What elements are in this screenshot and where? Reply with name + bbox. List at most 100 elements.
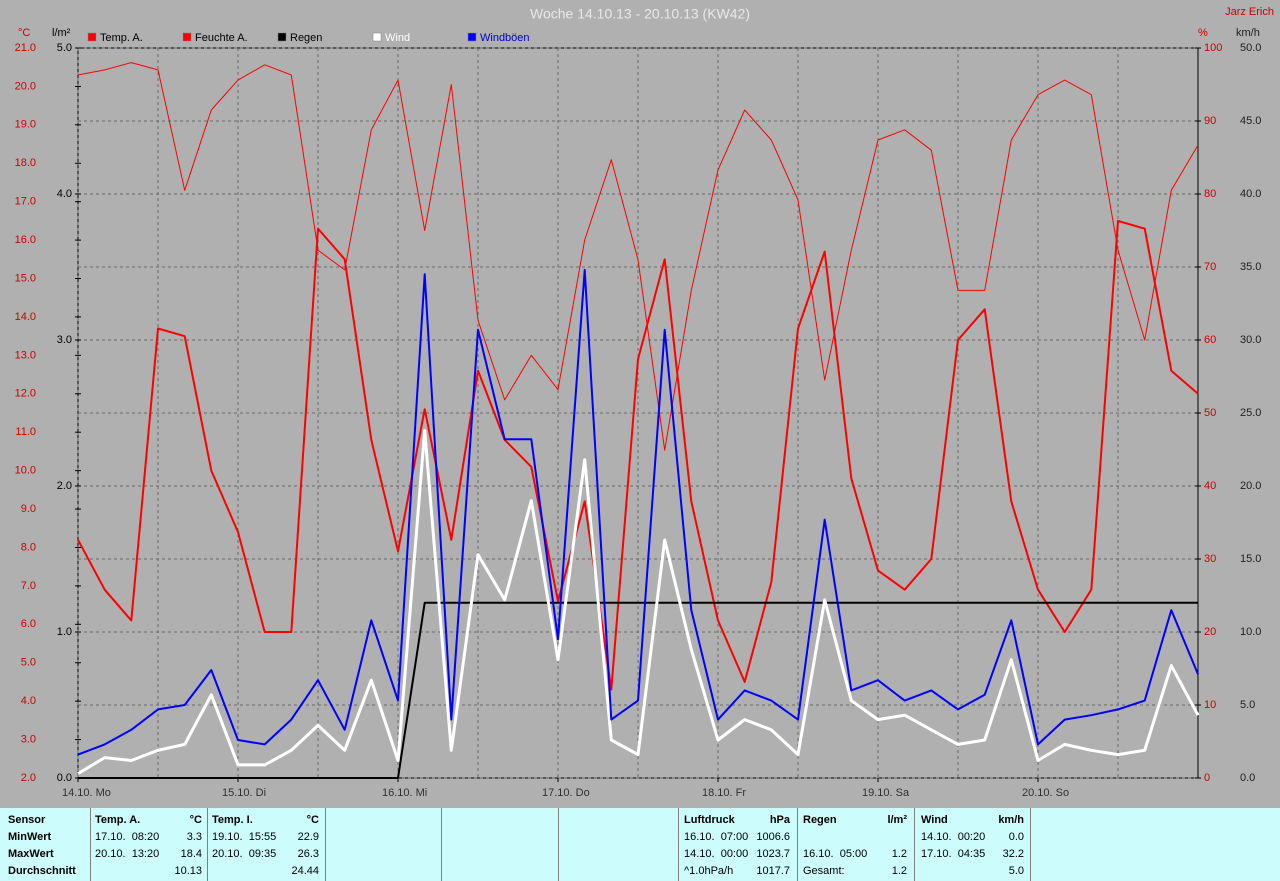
y2-tick-label: 70 [1204, 261, 1216, 273]
stats-table: Sensor MinWert MaxWert Durchschnitt Temp. A.… [0, 808, 1280, 881]
row-label: MaxWert [8, 848, 54, 860]
legend-swatch [182, 32, 192, 42]
y2-tick-label: 40 [1204, 480, 1216, 492]
cell-time: 14.10. 00:20 [921, 831, 986, 843]
legend-swatch [467, 32, 477, 42]
series-line [78, 601, 1198, 779]
x-tick-label: 14.10. Mo [62, 787, 111, 799]
chart-title: Woche 14.10.13 - 20.10.13 (KW42) [530, 6, 750, 22]
column-header: Luftdruck [684, 814, 735, 826]
cell-value: 3.3 [186, 831, 202, 843]
y-tick-label: 7.0 [21, 580, 36, 592]
y3-tick-label: 15.0 [1240, 553, 1261, 565]
y2-tick-label: 60 [1204, 334, 1216, 346]
cell-value: 10.13 [174, 865, 202, 877]
y3-tick-label: 30.0 [1240, 334, 1261, 346]
y-tick-label: 2.0 [21, 772, 36, 784]
y-tick-label: 13.0 [15, 349, 36, 361]
wind-axis-unit: km/h [1236, 27, 1260, 39]
y-tick-label: 6.0 [21, 618, 36, 630]
x-tick-label: 16.10. Mi [382, 787, 427, 799]
cell-time: 14.10. 00:00 [684, 848, 749, 860]
cell-time: 16.10. 07:00 [684, 831, 749, 843]
legend-label: Feuchte A. [195, 32, 248, 44]
column-header: Temp. A. [95, 814, 141, 826]
y-tick-label: 18.0 [15, 157, 36, 169]
y3-tick-label: 10.0 [1240, 626, 1261, 638]
row-label: Sensor [8, 814, 46, 826]
column-divider [558, 808, 559, 881]
y-tick-label: 12.0 [15, 388, 36, 400]
cell-value: 1.2 [891, 865, 907, 877]
cell-value: 24.44 [291, 865, 319, 877]
y4-tick-label: 0.0 [57, 772, 72, 784]
author: Jarz Erich [1225, 6, 1274, 18]
cell-value: 26.3 [297, 848, 319, 860]
cell-time: 20.10. 09:35 [212, 848, 277, 860]
cell-value: 18.4 [180, 848, 202, 860]
column-unit: °C [189, 814, 202, 826]
x-tick-label: 18.10. Fr [702, 787, 746, 799]
y2-tick-label: 100 [1204, 42, 1222, 54]
y4-tick-label: 4.0 [57, 188, 72, 200]
series-line [77, 268, 1199, 756]
cell-value: 22.9 [297, 831, 319, 843]
x-tick-label: 15.10. Di [222, 787, 266, 799]
cell-time: Gesamt: [803, 865, 845, 877]
column-divider [90, 808, 91, 881]
cell-time: 20.10. 13:20 [95, 848, 160, 860]
column-divider [441, 808, 442, 881]
y3-tick-label: 5.0 [1240, 699, 1255, 711]
column-divider [678, 808, 679, 881]
column-divider [1030, 808, 1031, 881]
rain-axis-unit: l/m² [52, 27, 71, 39]
y2-tick-label: 0 [1204, 772, 1210, 784]
legend-swatch [277, 32, 287, 42]
cell-value: 1.2 [891, 848, 907, 860]
cell-time: 19.10. 15:55 [212, 831, 277, 843]
y3-tick-label: 20.0 [1240, 480, 1261, 492]
column-header: Wind [921, 814, 948, 826]
chart: Woche 14.10.13 - 20.10.13 (KW42) Jarz Er… [15, 6, 1274, 799]
series-line [77, 219, 1199, 691]
legend-swatch [372, 32, 382, 42]
row-label: Durchschnitt [8, 865, 76, 877]
column-header: Temp. I. [212, 814, 253, 826]
column-divider [325, 808, 326, 881]
cell-time: ^1.0hPa/h [684, 865, 734, 877]
column-header: Regen [803, 814, 837, 826]
y2-tick-label: 50 [1204, 407, 1216, 419]
cell-value: 32.2 [1002, 848, 1024, 860]
y3-tick-label: 35.0 [1240, 261, 1261, 273]
y3-tick-label: 40.0 [1240, 188, 1261, 200]
y2-tick-label: 80 [1204, 188, 1216, 200]
y-tick-label: 11.0 [15, 426, 36, 438]
y3-tick-label: 0.0 [1240, 772, 1255, 784]
y2-tick-label: 90 [1204, 115, 1216, 127]
y-tick-label: 16.0 [15, 234, 36, 246]
y4-tick-label: 5.0 [57, 42, 72, 54]
y4-tick-label: 2.0 [57, 480, 72, 492]
x-tick-label: 19.10. Sa [862, 787, 910, 799]
humidity-axis-unit: % [1198, 27, 1208, 39]
y-tick-label: 3.0 [21, 733, 36, 745]
cell-time: 16.10. 05:00 [803, 848, 868, 860]
y-tick-label: 20.0 [15, 80, 36, 92]
y2-tick-label: 30 [1204, 553, 1216, 565]
y-axis-unit: °C [18, 27, 30, 39]
column-divider [207, 808, 208, 881]
y-tick-label: 19.0 [15, 119, 36, 131]
y4-tick-label: 3.0 [57, 334, 72, 346]
cell-value: 1023.7 [756, 848, 790, 860]
y-tick-label: 10.0 [15, 465, 36, 477]
cell-value: 1006.6 [756, 831, 790, 843]
cell-time: 17.10. 08:20 [95, 831, 160, 843]
y4-tick-label: 1.0 [57, 626, 72, 638]
y2-tick-label: 20 [1204, 626, 1216, 638]
y-tick-label: 15.0 [15, 272, 36, 284]
column-unit: hPa [769, 814, 790, 826]
y3-tick-label: 45.0 [1240, 115, 1261, 127]
legend-label: Temp. A. [100, 32, 143, 44]
cell-time: 17.10. 04:35 [921, 848, 986, 860]
x-tick-label: 20.10. So [1022, 787, 1069, 799]
